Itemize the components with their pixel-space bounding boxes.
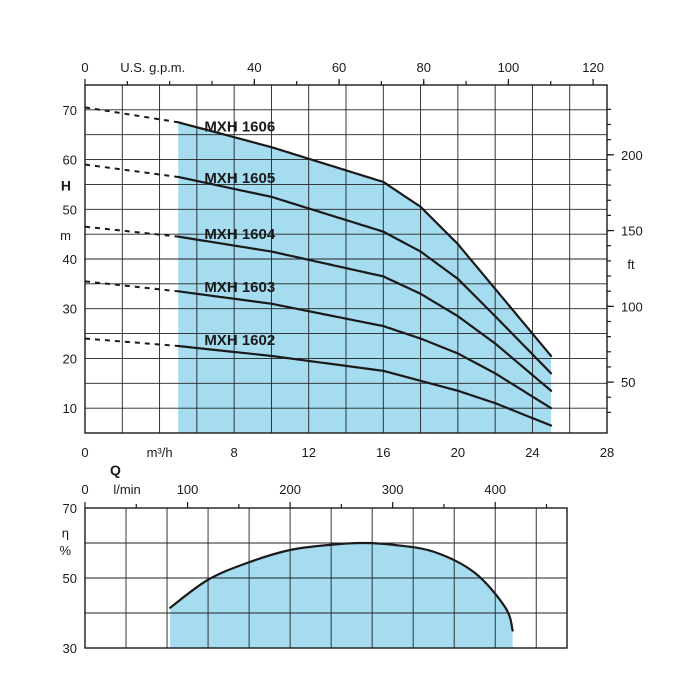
series-label: MXH 1606 <box>204 119 275 136</box>
y-tick-label: 50 <box>63 571 77 586</box>
top-unit-label: U.S. g.p.m. <box>120 60 185 75</box>
x-unit-label: l/min <box>113 482 140 497</box>
y-tick-label: 30 <box>63 302 77 317</box>
x-tick-label: 0 <box>81 445 88 460</box>
series-curve-dashed <box>84 280 179 293</box>
series-curve <box>177 121 553 358</box>
x-tick-label: 24 <box>525 445 539 460</box>
series-curve <box>177 235 553 392</box>
x-tick-label: 300 <box>382 482 404 497</box>
x-unit-label: m³/h <box>147 445 173 460</box>
y-tick-label: 30 <box>63 641 77 656</box>
y-tick-label: 70 <box>63 501 77 516</box>
efficiency-chart: 0 100 200 300 400 l/min Q 30 50 70 η% <box>59 462 568 656</box>
y-tick-label: 10 <box>63 401 77 416</box>
series-curve-dashed <box>84 337 179 347</box>
series-label: MXH 1603 <box>204 279 275 296</box>
top-tick-label: 120 <box>582 60 604 75</box>
eta-unit-label: % <box>59 543 71 558</box>
efficiency-curve <box>169 541 514 632</box>
series-label: MXH 1604 <box>204 226 276 243</box>
top-tick-label: 40 <box>247 60 261 75</box>
series-curve <box>177 175 553 375</box>
plot-frame <box>84 507 568 649</box>
x-tick-label: 0 <box>81 482 88 497</box>
top-tick-label: 60 <box>332 60 346 75</box>
top-tick-label: 100 <box>498 60 520 75</box>
x-tick-label: 400 <box>484 482 506 497</box>
top-tick-label: 80 <box>417 60 431 75</box>
series-curve <box>177 344 553 427</box>
x-tick-label: 16 <box>376 445 390 460</box>
x-tick-label: 200 <box>279 482 301 497</box>
x-tick-label: 12 <box>301 445 315 460</box>
plot-frame <box>84 84 608 434</box>
series-curve-dashed <box>84 163 179 178</box>
right-tick-label: 100 <box>621 299 643 314</box>
y-tick-label: 70 <box>63 103 77 118</box>
head-flow-chart: 0 8 12 16 20 24 28 m³/h 0 40 60 80 100 120 U.S. g.p.m.… <box>60 60 643 460</box>
eta-axis-label: η <box>62 526 69 541</box>
top-tick-label: 0 <box>81 60 88 75</box>
y-tick-label: 60 <box>63 153 77 168</box>
series-curve-dashed <box>84 225 179 238</box>
series-curve <box>177 290 553 410</box>
y-unit-label: m <box>60 228 71 243</box>
y-axis-label: H <box>61 177 71 193</box>
q-axis-label: Q <box>110 462 121 478</box>
y-tick-label: 50 <box>63 202 77 217</box>
right-tick-label: 200 <box>621 148 643 163</box>
y-tick-label: 20 <box>63 351 77 366</box>
x-tick-label: 20 <box>451 445 465 460</box>
y-tick-label: 40 <box>63 252 77 267</box>
series-label: MXH 1605 <box>204 170 275 187</box>
series-label: MXH 1602 <box>204 332 275 349</box>
x-tick-label: 8 <box>231 445 238 460</box>
right-unit-label: ft <box>627 257 635 272</box>
right-tick-label: 50 <box>621 375 635 390</box>
x-tick-label: 28 <box>600 445 614 460</box>
right-tick-label: 150 <box>621 224 643 239</box>
x-tick-label: 100 <box>177 482 199 497</box>
efficiency-area <box>170 543 513 648</box>
